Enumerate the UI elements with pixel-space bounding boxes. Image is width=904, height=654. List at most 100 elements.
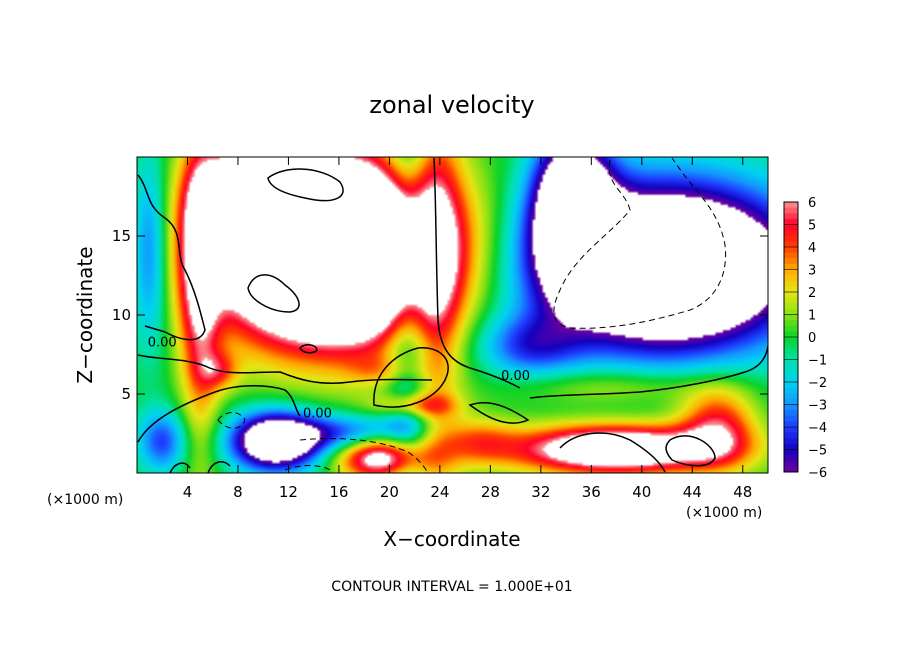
contour-label: 0.00 <box>501 369 530 384</box>
colorbar-swatch <box>784 421 798 428</box>
colorbar-tick-label: −5 <box>808 444 827 459</box>
colorbar-swatch <box>784 348 798 355</box>
colorbar-swatch <box>784 331 798 338</box>
colorbar-swatch <box>784 235 798 242</box>
contour-interval-note: CONTOUR INTERVAL = 1.000E+01 <box>331 579 572 595</box>
colorbar-swatch <box>784 427 798 434</box>
colorbar-swatch <box>784 353 798 360</box>
zero-contour <box>137 174 206 341</box>
contour-label: 0.00 <box>303 407 332 422</box>
y-axis-unit: (×1000 m) <box>47 492 123 508</box>
colorbar: 6 5 4 3 2 1 0 −1 −2 −3 −4 −5 −6 <box>783 196 827 481</box>
colorbar-swatch <box>784 280 798 287</box>
velocity-field <box>137 157 768 473</box>
zero-contour <box>169 462 191 473</box>
x-tick-label: 8 <box>233 483 243 501</box>
negative-contour <box>217 412 246 429</box>
colorbar-swatch <box>784 218 798 225</box>
colorbar-tick-label: −3 <box>808 399 827 414</box>
zero-contour <box>559 432 666 473</box>
colorbar-swatch <box>784 342 798 349</box>
contour-label: 0.00 <box>148 336 177 351</box>
y-tick-label: 15 <box>112 227 131 245</box>
colorbar-swatch <box>784 325 798 332</box>
colorbar-swatch <box>784 432 798 439</box>
colorbar-swatch <box>784 252 798 259</box>
zero-contour <box>299 344 318 354</box>
colorbar-swatch <box>784 466 798 473</box>
contour-labels: 0.00 0.00 0.00 <box>148 336 530 422</box>
colorbar-swatch <box>784 415 798 422</box>
x-tick-label: 24 <box>430 483 449 501</box>
colorbar-swatch <box>784 241 798 248</box>
x-tick-label: 4 <box>183 483 193 501</box>
colorbar-swatch <box>784 370 798 377</box>
colorbar-swatch <box>784 297 798 304</box>
colorbar-tick-label: 5 <box>808 219 816 234</box>
zero-contour <box>247 274 300 313</box>
colorbar-swatch <box>784 398 798 405</box>
colorbar-swatch <box>784 314 798 321</box>
x-tick-label: 32 <box>531 483 550 501</box>
colorbar-tick-label: −1 <box>808 354 827 369</box>
colorbar-swatch <box>784 393 798 400</box>
colorbar-swatch <box>784 455 798 462</box>
y-tick-label: 10 <box>112 306 131 324</box>
colorbar-swatch <box>784 365 798 372</box>
negative-contour <box>553 157 727 329</box>
colorbar-swatch <box>784 230 798 237</box>
x-tick-label: 16 <box>329 483 348 501</box>
velocity-field-image <box>137 157 768 473</box>
colorbar-swatch <box>784 258 798 265</box>
zero-contour <box>137 354 433 385</box>
colorbar-tick-label: 3 <box>808 264 816 279</box>
x-tick-label: 44 <box>683 483 702 501</box>
y-axis: 5 10 15 <box>112 227 768 403</box>
x-tick-label: 48 <box>733 483 752 501</box>
colorbar-swatch <box>784 269 798 276</box>
colorbar-swatch <box>784 224 798 231</box>
colorbar-swatch <box>784 382 798 389</box>
colorbar-tick-label: −6 <box>808 466 827 481</box>
x-axis: 4 8 12 16 20 24 28 32 36 40 44 48 <box>183 157 752 501</box>
colorbar-tick-label: −2 <box>808 376 827 391</box>
x-axis-unit: (×1000 m) <box>686 505 762 521</box>
colorbar-tick-label: −4 <box>808 421 827 436</box>
colorbar-swatch <box>784 337 798 344</box>
colorbar-swatch <box>784 213 798 220</box>
y-tick-label: 5 <box>121 385 131 403</box>
negative-contour <box>299 438 429 473</box>
x-axis-label: X−coordinate <box>383 527 520 551</box>
colorbar-swatch <box>784 320 798 327</box>
colorbar-swatch <box>784 308 798 315</box>
colorbar-tick-label: 4 <box>808 241 816 256</box>
chart-title: zonal velocity <box>369 91 534 119</box>
colorbar-swatch <box>784 263 798 270</box>
colorbar-tick-label: 2 <box>808 286 816 301</box>
zero-contour <box>433 157 521 389</box>
zero-contour <box>267 168 344 202</box>
colorbar-swatch <box>784 449 798 456</box>
colorbar-swatch <box>784 359 798 366</box>
colorbar-swatch <box>784 275 798 282</box>
colorbar-swatch <box>784 303 798 310</box>
colorbar-swatch <box>784 460 798 467</box>
zero-contour <box>207 461 231 473</box>
colorbar-tick-label: 1 <box>808 309 816 324</box>
x-tick-label: 28 <box>481 483 500 501</box>
colorbar-swatch <box>784 443 798 450</box>
x-tick-label: 20 <box>380 483 399 501</box>
zero-contour <box>468 401 530 424</box>
colorbar-swatch <box>784 376 798 383</box>
zero-contour <box>137 385 301 443</box>
colorbar-swatch <box>784 387 798 394</box>
zero-contour <box>529 345 768 399</box>
contour-lines <box>137 157 768 473</box>
colorbar-swatch <box>784 247 798 254</box>
x-tick-label: 12 <box>279 483 298 501</box>
colorbar-swatch <box>784 438 798 445</box>
zero-contour <box>665 435 716 467</box>
zero-contour <box>373 347 449 408</box>
